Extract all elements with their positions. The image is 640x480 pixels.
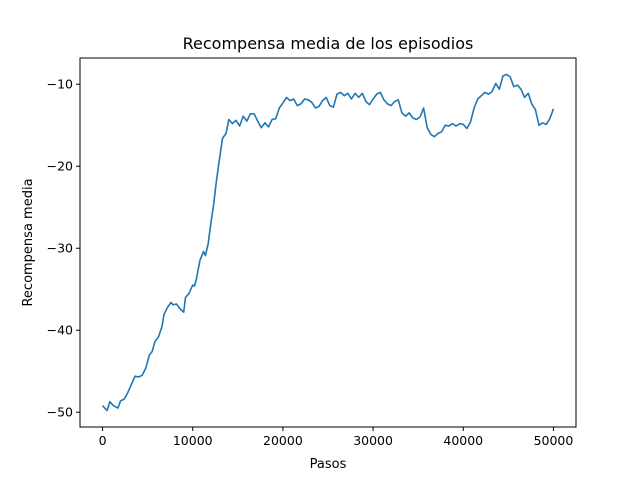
y-tick-label: −20	[47, 159, 73, 174]
series-line-0	[101, 73, 555, 412]
x-tick-label: 50000	[534, 433, 574, 448]
x-tick-label: 10000	[173, 433, 213, 448]
x-tick-label: 20000	[263, 433, 303, 448]
x-axis-label: Pasos	[310, 457, 347, 472]
y-tick-label: −40	[47, 323, 73, 338]
x-tick-label: 30000	[353, 433, 393, 448]
y-tick-label: −10	[47, 77, 73, 92]
plot-frame	[79, 57, 577, 428]
chart-title: Recompensa media de los episodios	[183, 34, 474, 53]
x-tick-label: 40000	[443, 433, 483, 448]
y-axis-label: Recompensa media	[21, 178, 36, 306]
x-tick-label: 0	[99, 433, 107, 448]
y-tick-label: −50	[47, 405, 73, 420]
y-tick-label: −30	[47, 241, 73, 256]
